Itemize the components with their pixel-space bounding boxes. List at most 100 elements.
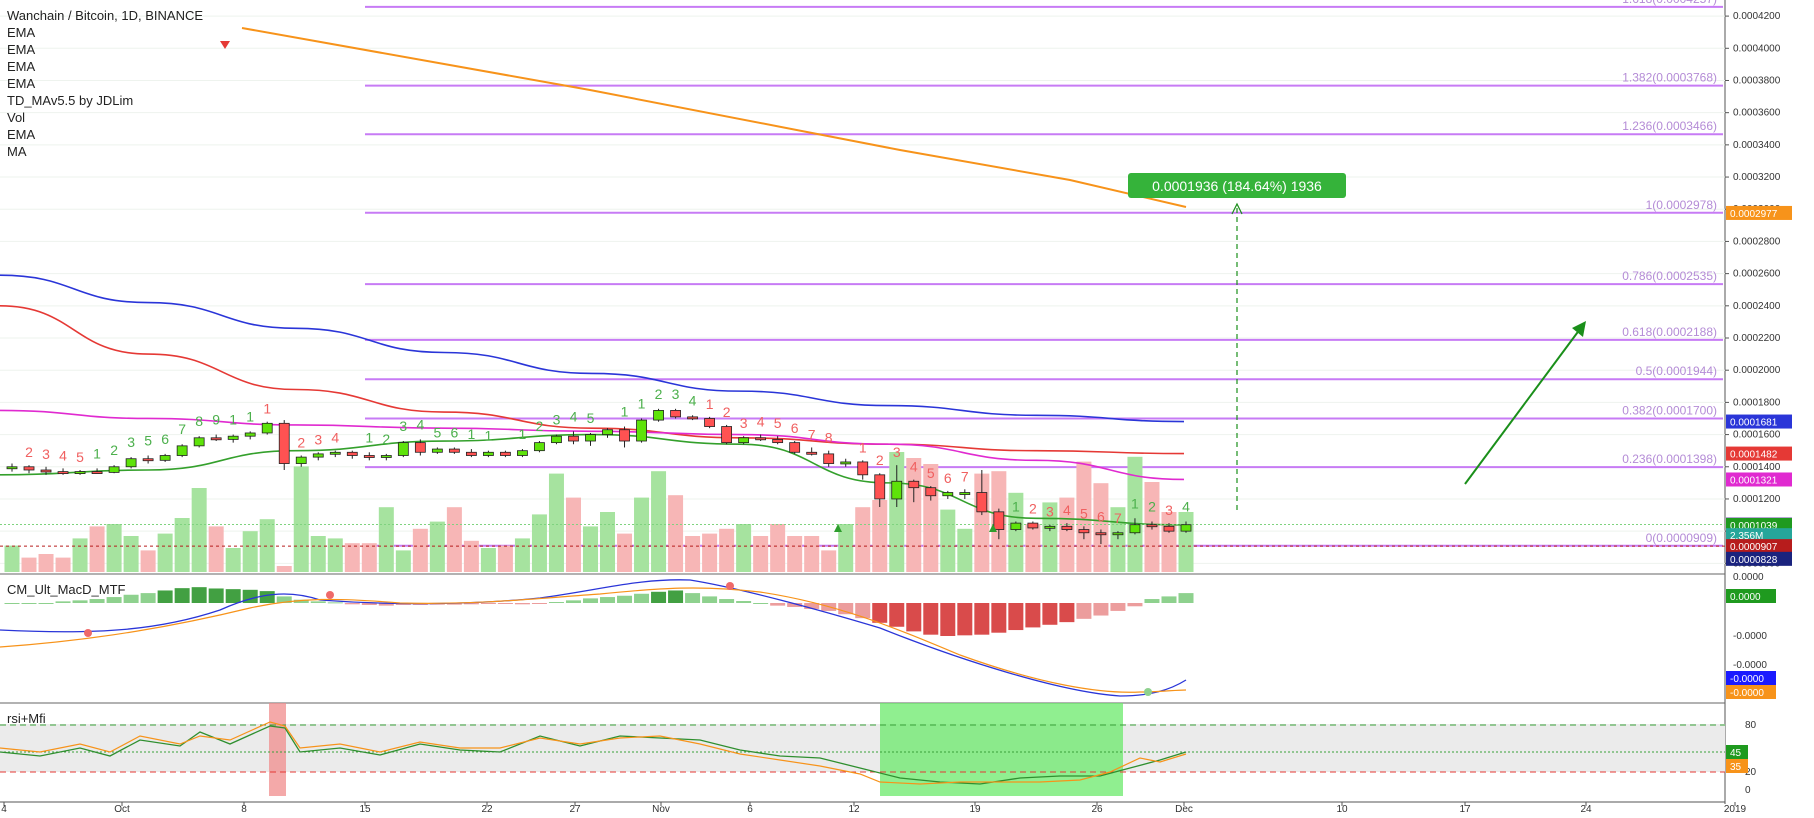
macd-histogram-bar — [55, 601, 71, 603]
macd-histogram-bar — [21, 603, 37, 604]
volume-bar — [242, 531, 258, 572]
signal-line — [0, 587, 1187, 693]
macd-histogram-bar — [72, 600, 88, 603]
bearish-candle — [568, 435, 579, 442]
td-count-label: 4 — [1063, 502, 1071, 518]
x-tick-label: 4 — [1, 804, 7, 815]
td-count-label: 2 — [25, 444, 33, 460]
td-count-label: 3 — [42, 446, 50, 462]
td-count-label: 5 — [774, 415, 782, 431]
y-tick-label: 0.0002800 — [1733, 236, 1781, 247]
td-count-label: 3 — [1165, 502, 1173, 518]
bearish-candle — [687, 416, 698, 420]
indicator-ema-4: EMA — [7, 76, 36, 91]
volume-bar — [106, 524, 122, 572]
macd-histogram-bar — [753, 603, 769, 604]
macd-value-tag-label: 0.0000 — [1730, 592, 1761, 603]
macd-histogram-bar — [531, 603, 547, 604]
volume-bar — [191, 488, 207, 572]
bearish-candle — [670, 410, 681, 418]
macd-histogram-bar — [497, 603, 513, 604]
macd-histogram-bar — [702, 596, 718, 603]
volume-bar — [1093, 483, 1109, 572]
bullish-candle — [551, 435, 562, 444]
macd-value-tag — [1726, 671, 1776, 685]
td-count-label: 7 — [1114, 510, 1122, 526]
price-tag-label: 0.0001482 — [1730, 450, 1778, 461]
bullish-candle — [1112, 532, 1124, 536]
td-count-label: 5 — [76, 449, 84, 465]
bearish-candle — [414, 442, 426, 453]
y-tick-label: 0.0003200 — [1733, 172, 1781, 183]
macd-histogram-bar — [651, 591, 667, 603]
volume-bar — [1008, 492, 1024, 572]
td-count-label: 7 — [961, 468, 969, 484]
volume-bar — [395, 550, 411, 572]
x-tick-label: 19 — [969, 804, 981, 815]
fib-level-label: 0.618(0.0002188) — [1622, 325, 1717, 339]
td-count-label: 4 — [331, 430, 339, 446]
td-count-label: 1 — [485, 428, 493, 444]
volume-bar — [957, 528, 973, 572]
bearish-candle — [976, 492, 988, 513]
indicator-ma: MA — [7, 144, 27, 159]
volume-bar — [446, 507, 462, 572]
td-count-label: 4 — [59, 447, 67, 463]
price-tag — [1726, 414, 1792, 429]
td-count-label: 1 — [246, 408, 254, 424]
macd-value-tag — [1726, 589, 1776, 603]
macd-histogram-bar — [361, 603, 377, 605]
bearish-candle — [704, 418, 715, 427]
macd-histogram-bar — [1076, 603, 1092, 619]
x-tick-label: 27 — [569, 804, 581, 815]
macd-histogram-bar — [1093, 603, 1109, 616]
rsi-y-tick-label: 20 — [1745, 767, 1757, 778]
price-tag — [1726, 539, 1792, 554]
x-tick-label: 2019 — [1724, 804, 1747, 815]
rsi-value-tag-label: 35 — [1730, 762, 1742, 773]
volume-bar — [651, 471, 667, 572]
y-tick-label: 0.0001600 — [1733, 430, 1781, 441]
bearish-candle — [1027, 522, 1039, 529]
macd-histogram-bar — [685, 593, 701, 603]
bearish-candle — [278, 422, 290, 464]
volume-bar — [821, 550, 837, 572]
fib-level-label: 0.5(0.0001944) — [1636, 364, 1717, 378]
td-count-label: 4 — [416, 416, 424, 432]
macd-histogram-bar — [855, 603, 871, 619]
macd-histogram-bar — [4, 603, 20, 604]
macd-value-tag — [1726, 685, 1776, 699]
td-count-label: 4 — [757, 414, 765, 430]
macd-cross-marker — [326, 591, 334, 599]
macd-histogram-bar — [940, 603, 956, 636]
macd-histogram-bar — [174, 588, 190, 603]
volume-bar — [600, 512, 616, 572]
buy-signal-marker — [989, 524, 997, 532]
macd-histogram-bar — [480, 603, 496, 604]
volume-bar — [685, 536, 701, 572]
volume-bar — [1042, 502, 1058, 572]
rsi-value-tag — [1726, 745, 1748, 759]
macd-histogram-bar — [310, 601, 326, 603]
macd-histogram-bar — [906, 603, 922, 632]
price-tag — [1726, 528, 1792, 543]
bullish-candle — [1010, 522, 1022, 530]
macd-histogram-bar — [838, 603, 854, 615]
td-count-label: 1 — [365, 429, 373, 445]
volume-bar — [531, 514, 547, 572]
rsi-y-tick-label: 80 — [1745, 720, 1757, 731]
td-count-label: 6 — [944, 470, 952, 486]
price-tag — [1726, 205, 1792, 220]
volume-bar — [140, 550, 156, 572]
macd-histogram-bar — [957, 603, 973, 636]
macd-y-tick-label: -0.0000 — [1733, 631, 1767, 642]
bullish-candle — [1129, 524, 1141, 534]
volume-bar — [668, 495, 684, 572]
price-tag-label: 0.0000828 — [1730, 555, 1778, 566]
volume-bar — [565, 497, 581, 572]
y-tick-label: 0.0002000 — [1733, 365, 1781, 376]
volume-bar — [634, 497, 650, 572]
macd-histogram-bar — [668, 590, 684, 603]
td-count-label: 1 — [229, 412, 237, 428]
